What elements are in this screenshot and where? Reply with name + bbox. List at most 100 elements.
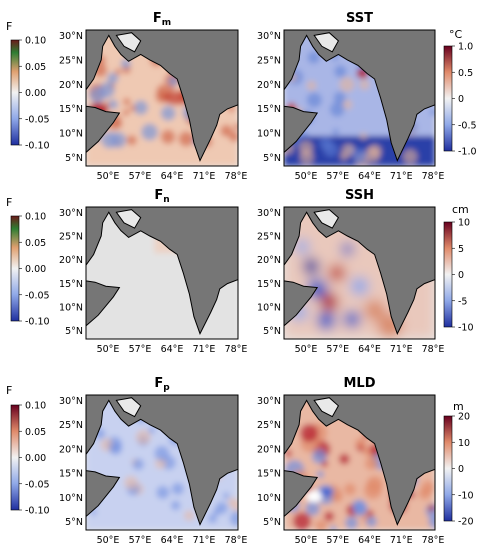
colorbar-gradient (443, 45, 453, 152)
y-tick-label: 10°N (257, 129, 281, 140)
colorbar-tick-label: -1.0 (458, 147, 477, 158)
colorbar-gradient (443, 415, 453, 522)
x-tick-label: 64°E (161, 535, 184, 546)
colorbar-tick-label: 1.0 (458, 42, 473, 53)
panel-sst: SST 30°N 25°N 20°N 15°N 10°N 5°N 50°E 57°E 64°E 71… (257, 11, 444, 182)
x-tick-label: 50°E (295, 535, 318, 546)
panel-title: SSH (345, 188, 374, 203)
colorbar-tick-label: -0.5 (458, 120, 477, 131)
x-tick-label: 57°E (326, 535, 349, 546)
colorbar-tick-label: 5 (458, 244, 464, 255)
y-tick-label: 20°N (59, 444, 83, 455)
y-tick-label: 10°N (59, 302, 83, 313)
land-mass-africa (86, 280, 121, 327)
land-mass (86, 395, 238, 526)
colorbar-mld: m20 10 0 -10 -20 (443, 400, 474, 528)
y-tick-label: 25°N (59, 420, 83, 431)
y-tick-label: 20°N (59, 255, 83, 266)
x-tick-label: 50°E (97, 535, 120, 546)
y-tick-label: 15°N (257, 104, 281, 115)
map-field (86, 395, 238, 530)
y-tick-label: 25°N (59, 55, 83, 66)
y-tick-label: 5°N (263, 517, 281, 528)
x-tick-label: 50°E (295, 344, 318, 355)
colorbar-tick-label: 0 (458, 94, 464, 105)
panel-fn: Fn 30°N 25°N 20°N 15°N 10°N 5°N 50°E 57°E 64°E 71°… (59, 188, 247, 355)
colorbar-tick-label: 0 (458, 270, 464, 281)
colorbar-tick-label: 0.00 (25, 264, 46, 275)
x-tick-label: 57°E (129, 171, 152, 182)
y-tick-label: 20°N (257, 255, 281, 266)
land-mass-africa (86, 470, 121, 518)
colorbar-label: m (453, 400, 464, 413)
x-tick-label: 64°E (161, 171, 184, 182)
x-tick-label: 71°E (390, 171, 413, 182)
y-tick-label: 10°N (59, 493, 83, 504)
map-field (86, 207, 238, 339)
colorbar-tick-label: 0.10 (25, 212, 46, 223)
panel-frame (85, 29, 239, 167)
panel-frame (85, 206, 239, 340)
colorbar-tick-label: 0.00 (25, 453, 46, 464)
x-tick-label: 50°E (295, 171, 318, 182)
land-mass-africa (86, 105, 121, 154)
x-tick-label: 64°E (358, 535, 381, 546)
panel-frame (283, 206, 436, 340)
x-tick-label: 78°E (422, 535, 445, 546)
colorbar-label: F (6, 20, 12, 33)
y-tick-label: 10°N (59, 129, 83, 140)
colorbar-tick-label: -10 (458, 323, 474, 334)
colorbar-tick-label: -0.05 (25, 114, 50, 125)
y-tick-label: 10°N (257, 493, 281, 504)
y-tick-label: 15°N (59, 279, 83, 290)
map-field (86, 30, 238, 166)
colorbar-gradient (10, 215, 20, 322)
panel-title: SST (346, 11, 373, 26)
y-tick-label: 15°N (257, 279, 281, 290)
x-tick-label: 50°E (97, 344, 120, 355)
y-tick-label: 15°N (59, 104, 83, 115)
x-tick-label: 64°E (358, 171, 381, 182)
panel-title: MLD (343, 376, 375, 391)
land-mass (86, 30, 238, 162)
x-tick-label: 71°E (390, 344, 413, 355)
y-tick-label: 20°N (257, 444, 281, 455)
colorbar-tick-label: 10 (458, 218, 470, 229)
colorbar-label: cm (452, 203, 469, 216)
colorbar-label: F (6, 196, 12, 209)
x-tick-label: 78°E (422, 344, 445, 355)
y-tick-label: 20°N (59, 80, 83, 91)
panel-frame (85, 394, 239, 531)
colorbar-sst: °C1.0 0.5 0 -0.5 -1.0 (443, 28, 477, 158)
panel-title: Fm (153, 11, 171, 28)
gulf-water (115, 32, 142, 53)
colorbar-tick-label: 0.10 (25, 401, 46, 412)
y-tick-label: 20°N (257, 80, 281, 91)
x-tick-label: 71°E (193, 535, 216, 546)
colorbar-left: F 0.10 0.05 0.00 -0.05 -0.10 (6, 20, 50, 152)
colorbar-left: F 0.10 0.05 0.00 -0.05 -0.10 (6, 196, 50, 328)
x-tick-label: 78°E (422, 171, 445, 182)
colorbar-tick-label: 0.00 (25, 88, 46, 99)
land-mass-africa (284, 105, 319, 154)
y-tick-label: 30°N (257, 396, 281, 407)
colorbar-tick-label: -20 (458, 517, 474, 528)
x-tick-label: 78°E (225, 344, 248, 355)
y-tick-label: 30°N (59, 208, 83, 219)
y-tick-label: 25°N (59, 232, 83, 243)
colorbar-tick-label: 0.05 (25, 238, 46, 249)
gulf-water (313, 397, 340, 418)
x-tick-label: 71°E (193, 344, 216, 355)
colorbar-tick-label: 0.10 (25, 36, 46, 47)
y-tick-label: 5°N (65, 153, 83, 164)
colorbar-gradient (10, 404, 20, 511)
y-tick-label: 25°N (257, 420, 281, 431)
y-tick-label: 30°N (257, 31, 281, 42)
map-field (284, 207, 435, 339)
panel-title: Fn (154, 188, 169, 205)
y-tick-label: 5°N (65, 326, 83, 337)
land-mass (86, 207, 238, 335)
colorbar-tick-label: 0.05 (25, 427, 46, 438)
gulf-water (115, 397, 142, 418)
